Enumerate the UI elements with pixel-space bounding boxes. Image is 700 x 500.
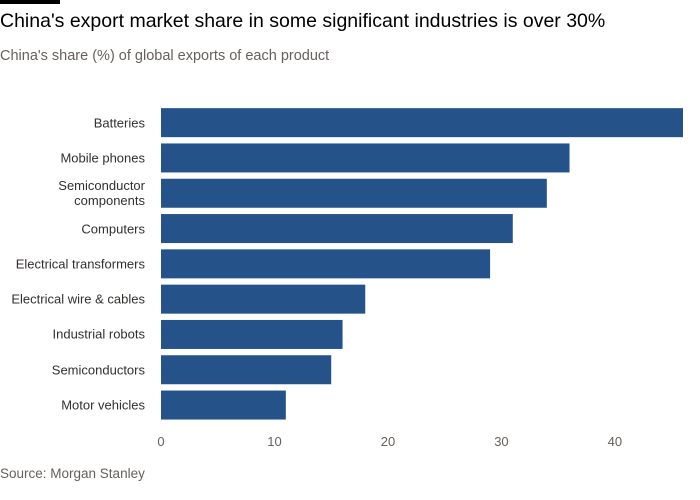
bar: [161, 108, 683, 138]
chart-title: China's export market share in some sign…: [0, 10, 606, 32]
x-tick-label: 0: [157, 434, 164, 449]
chart-subtitle: China's share (%) of global exports of e…: [0, 48, 330, 64]
bar: [161, 319, 343, 349]
bar: [161, 390, 286, 420]
category-label: Batteries: [93, 115, 145, 131]
bar: [161, 249, 491, 279]
category-label: Electrical wire & cables: [11, 291, 145, 307]
x-tick-label: 40: [608, 434, 622, 449]
category-label: Semiconductor components: [58, 178, 145, 209]
category-label: Motor vehicles: [61, 397, 145, 413]
x-tick-label: 20: [381, 434, 395, 449]
category-label: Computers: [81, 221, 145, 237]
category-label: Semiconductors: [51, 362, 145, 378]
x-tick-label: 10: [267, 434, 281, 449]
bar: [161, 143, 570, 173]
bar: [161, 178, 547, 208]
category-label: Mobile phones: [60, 150, 145, 166]
brand-bar: [0, 0, 60, 4]
source: Source: Morgan Stanley: [0, 466, 145, 481]
category-label: Electrical transformers: [15, 256, 145, 272]
bar: [161, 214, 513, 244]
x-tick-label: 30: [494, 434, 508, 449]
category-label: Industrial robots: [52, 326, 146, 342]
bar: [161, 355, 332, 385]
bar: [161, 284, 366, 314]
